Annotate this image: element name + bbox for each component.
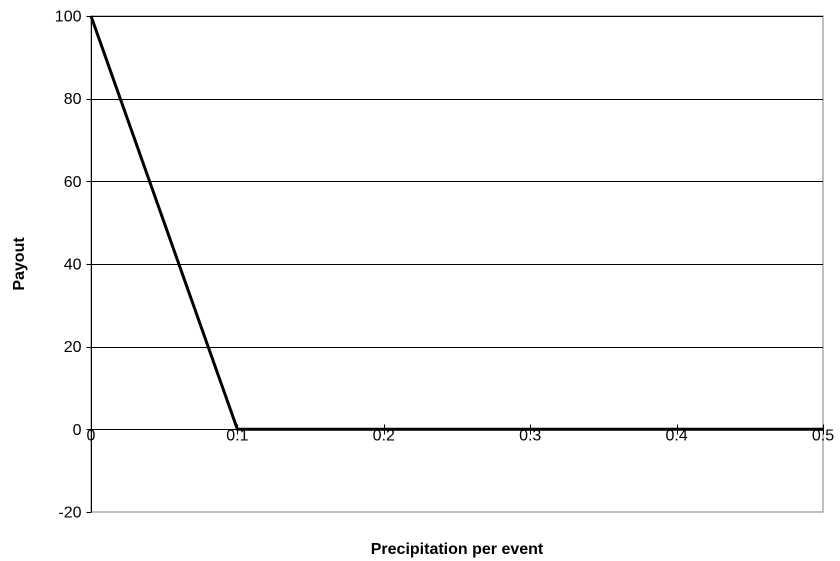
y-tick-label: 20: [64, 339, 82, 356]
series-line-0: [89, 15, 823, 431]
y-tick-label: 100: [55, 9, 82, 26]
gridlines: [91, 16, 823, 430]
x-tick-label: 0.1: [226, 428, 248, 445]
x-tick-label: 0.5: [812, 428, 834, 445]
y-tick-label: 0: [73, 422, 82, 439]
x-tick-label: 0: [87, 428, 96, 445]
x-tick-label: 0.4: [665, 428, 687, 445]
y-tick-label: 40: [64, 257, 82, 274]
y-tick-label: 80: [64, 91, 82, 108]
x-tick-label: 0.2: [373, 428, 395, 445]
x-axis-title: Precipitation per event: [371, 541, 544, 558]
y-tick-label: 60: [64, 174, 82, 191]
y-axis-title: Payout: [11, 237, 28, 291]
tick-labels: -20 0 20 40 60 80 100 0 0.1 0.2 0.3 0.4 0.5: [55, 9, 834, 522]
y-tick-label: -20: [58, 505, 81, 522]
x-tick-label: 0.3: [519, 428, 541, 445]
series-layer: [89, 15, 823, 431]
